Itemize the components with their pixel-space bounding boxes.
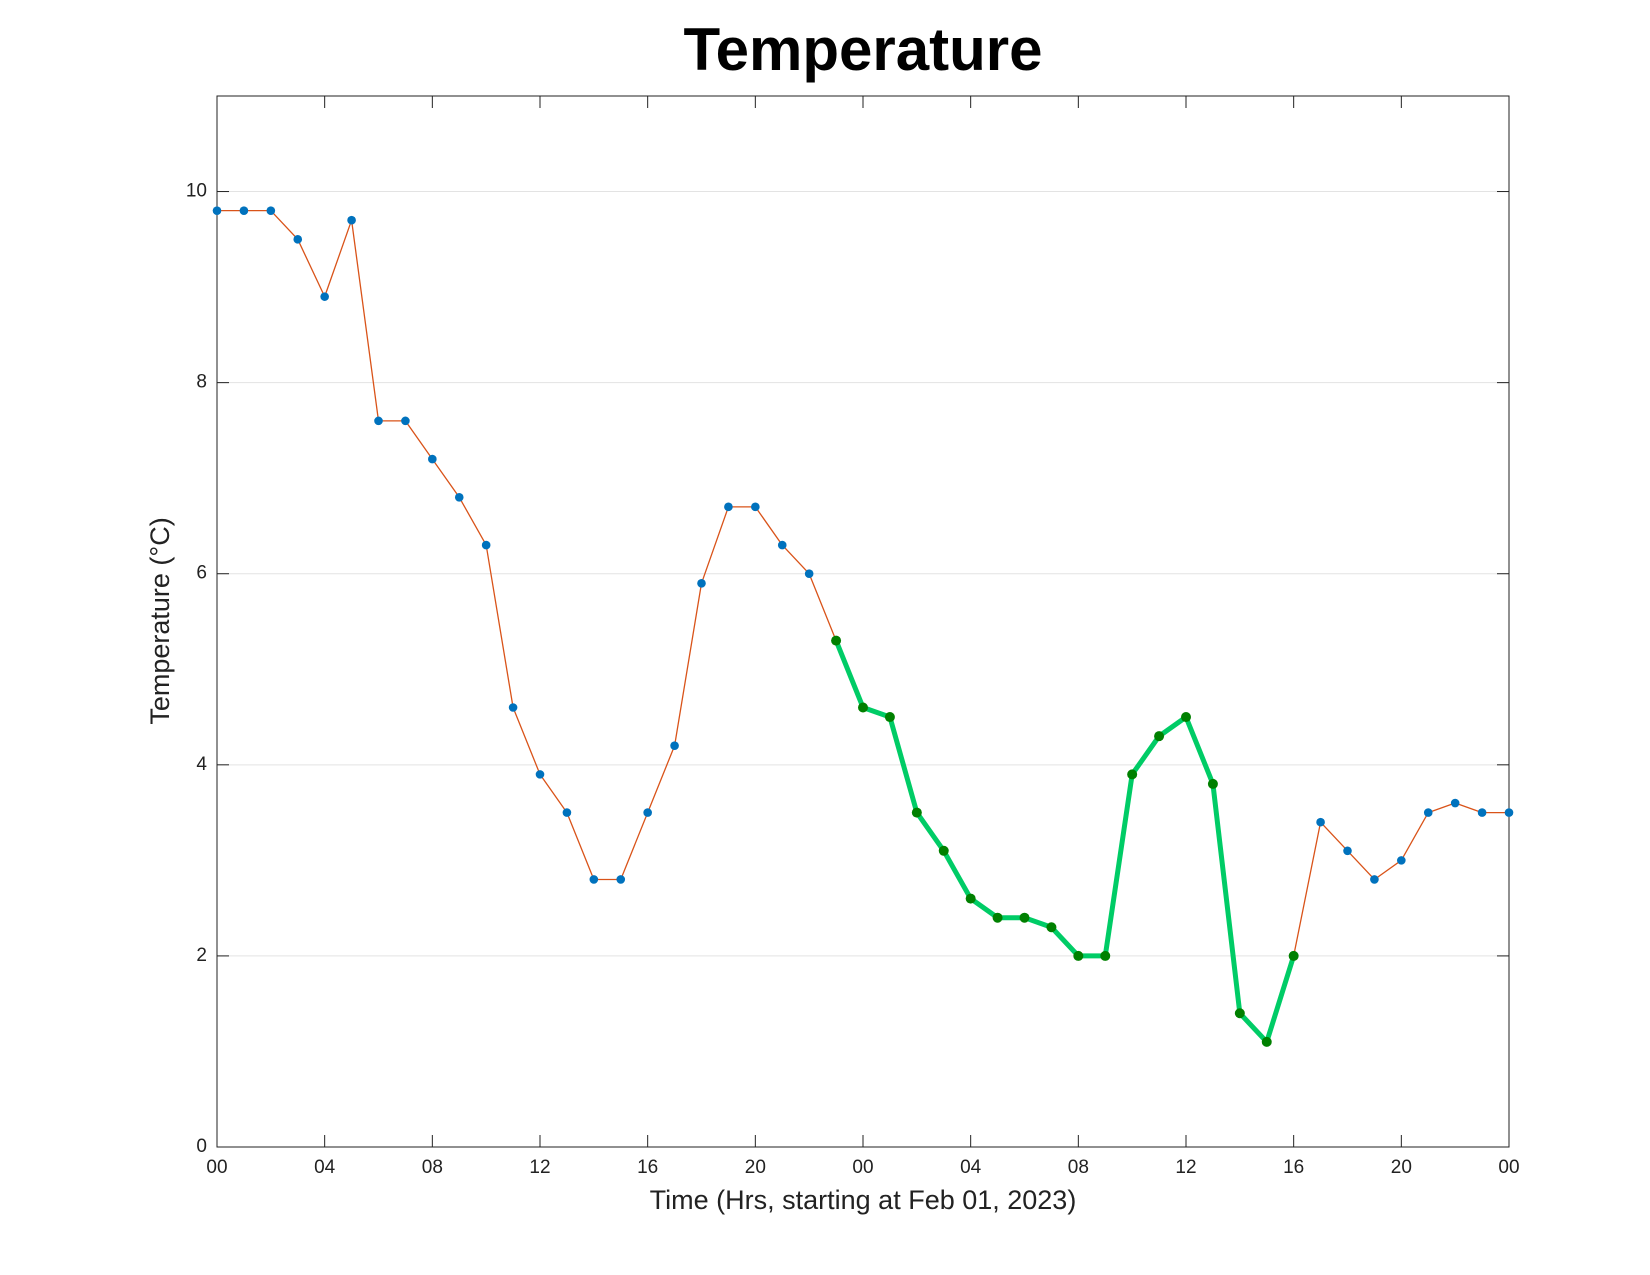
data-point (508, 703, 518, 712)
x-tick-label: 16 (1283, 1157, 1304, 1178)
data-point (1046, 922, 1057, 933)
data-point (1181, 712, 1191, 723)
data-point (1450, 798, 1460, 808)
data-point (1370, 875, 1379, 884)
data-point (697, 578, 706, 588)
x-tick-label: 12 (1175, 1157, 1196, 1178)
data-point (911, 807, 922, 818)
data-point (1316, 817, 1325, 827)
x-tick-label: 04 (314, 1157, 336, 1178)
series-line (217, 210, 1509, 1043)
data-point (1207, 778, 1218, 789)
data-point (535, 770, 545, 779)
data-point (1504, 808, 1514, 817)
data-point (751, 502, 760, 512)
data-point (1019, 912, 1030, 923)
data-point (1127, 769, 1138, 780)
data-point (884, 712, 895, 723)
y-tick-label: 0 (196, 1136, 207, 1157)
y-tick-label: 8 (196, 372, 207, 393)
y-tick-label: 10 (186, 181, 207, 202)
x-tick-label: 00 (852, 1157, 873, 1178)
data-point (643, 808, 652, 817)
x-tick-label: 12 (529, 1157, 550, 1178)
data-point (347, 215, 356, 225)
data-point (858, 702, 868, 713)
data-point (616, 875, 626, 884)
y-axis-label: Temperature (°C) (145, 517, 175, 724)
y-tick-label: 2 (196, 945, 207, 966)
x-tick-label: 08 (422, 1157, 443, 1178)
x-tick-label: 00 (206, 1157, 227, 1178)
data-point (1261, 1036, 1272, 1047)
y-tick-label: 6 (196, 563, 207, 584)
x-tick-label: 04 (960, 1157, 982, 1178)
data-point (1100, 950, 1111, 961)
data-point (266, 206, 276, 215)
x-axis-label: Time (Hrs, starting at Feb 01, 2023) (650, 1185, 1077, 1215)
data-point (1397, 856, 1406, 865)
data-point (589, 875, 599, 884)
x-tick-label: 00 (1498, 1157, 1519, 1178)
data-point (481, 540, 491, 550)
data-point (965, 893, 976, 904)
data-point (1477, 808, 1487, 817)
data-point (562, 808, 572, 817)
data-point (320, 292, 329, 301)
data-point (212, 206, 222, 215)
y-tick-label: 4 (196, 754, 207, 775)
data-point (938, 845, 949, 856)
data-point (428, 454, 437, 464)
x-tick-label: 20 (745, 1157, 766, 1178)
data-point (1288, 950, 1299, 961)
x-tick-label: 08 (1068, 1157, 1089, 1178)
data-point (992, 912, 1003, 923)
data-point (401, 416, 410, 426)
x-tick-label: 20 (1391, 1157, 1412, 1178)
data-point (1343, 846, 1352, 856)
data-point (1423, 808, 1433, 817)
plot-frame (216, 95, 1510, 1148)
data-point (804, 569, 814, 579)
data-point (777, 540, 787, 550)
data-point (293, 235, 303, 244)
data-point (239, 206, 249, 215)
data-point (1234, 1008, 1245, 1019)
data-point (374, 416, 383, 426)
chart-title: Temperature (683, 16, 1042, 83)
data-point (454, 492, 464, 502)
data-point (724, 502, 733, 512)
data-point (1154, 731, 1165, 742)
data-point (831, 635, 842, 646)
data-point (670, 741, 679, 751)
data-point (1073, 950, 1084, 961)
x-tick-label: 16 (637, 1157, 658, 1178)
series-line (833, 639, 1297, 1045)
